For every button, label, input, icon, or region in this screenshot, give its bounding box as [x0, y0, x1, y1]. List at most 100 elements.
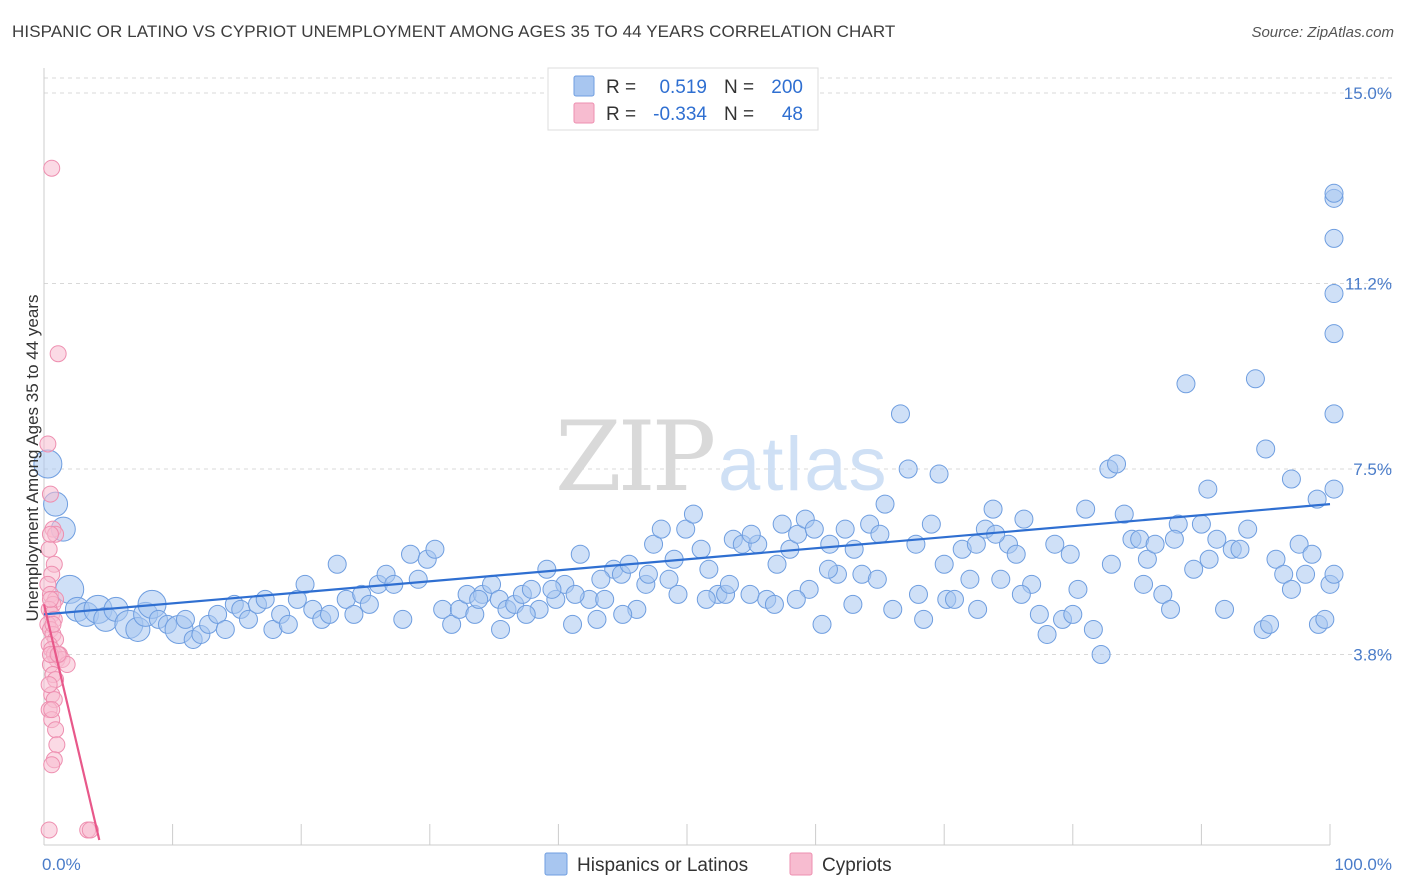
chart-title: HISPANIC OR LATINO VS CYPRIOT UNEMPLOYME… [12, 22, 896, 41]
data-point-hispanic [1045, 534, 1065, 554]
data-point-hispanic [1101, 554, 1121, 574]
data-point-hispanic [1324, 564, 1344, 584]
data-point-cypriot [47, 721, 65, 739]
data-point-hispanic [359, 594, 379, 614]
data-point-hispanic [767, 554, 787, 574]
data-point-hispanic [278, 614, 298, 634]
data-point-cypriot [43, 701, 61, 719]
data-point-hispanic [1153, 584, 1173, 604]
data-point-hispanic [401, 544, 421, 564]
data-point-hispanic [651, 519, 671, 539]
data-point-hispanic [1245, 369, 1265, 389]
data-point-hispanic [1107, 454, 1127, 474]
data-point-hispanic [295, 574, 315, 594]
data-point-hispanic [696, 589, 716, 609]
trend-line-hispanics [43, 503, 1331, 616]
data-point-cypriot [41, 525, 59, 543]
y-tick-label: 11.2% [1345, 275, 1392, 294]
data-point-hispanic [595, 589, 615, 609]
data-point-hispanic [238, 609, 258, 629]
data-point-hispanic [1324, 404, 1344, 424]
data-point-hispanic [1114, 504, 1134, 524]
data-point-hispanic [966, 534, 986, 554]
x-tick-label-max: 100.0% [1334, 855, 1392, 874]
series-hispanics [33, 183, 1344, 665]
data-point-hispanic [1037, 624, 1057, 644]
data-point-hispanic [699, 559, 719, 579]
data-point-cypriot [41, 485, 59, 503]
data-point-hispanic [442, 614, 462, 634]
data-point-cypriot [43, 159, 61, 177]
data-point-hispanic [804, 519, 824, 539]
data-point-hispanic [1238, 519, 1258, 539]
data-point-hispanic [491, 619, 511, 639]
data-point-hispanic [820, 534, 840, 554]
y-tick-label: 15.0% [1344, 84, 1392, 103]
data-point-hispanic [875, 494, 895, 514]
data-point-hispanic [914, 609, 934, 629]
data-point-hispanic [659, 569, 679, 589]
data-point-hispanic [960, 569, 980, 589]
data-point-hispanic [521, 579, 541, 599]
data-point-hispanic [613, 604, 633, 624]
data-point-hispanic [255, 589, 275, 609]
data-point-hispanic [1324, 228, 1344, 248]
data-point-hispanic [1176, 374, 1196, 394]
data-point-hispanic [1134, 574, 1154, 594]
data-point-hispanic [870, 524, 890, 544]
trend-lines [42, 503, 1331, 841]
data-point-hispanic [691, 539, 711, 559]
data-point-hispanic [1014, 509, 1034, 529]
data-point-cypriot [49, 345, 67, 363]
data-point-hispanic [644, 534, 664, 554]
data-point-hispanic [565, 584, 585, 604]
data-point-hispanic [563, 614, 583, 634]
data-point-hispanic [1260, 614, 1280, 634]
data-point-hispanic [668, 584, 688, 604]
data-point-hispanic [934, 554, 954, 574]
data-point-hispanic [1191, 514, 1211, 534]
data-point-hispanic [393, 609, 413, 629]
bottom-legend-label-cypriots: Cypriots [822, 855, 892, 876]
data-point-hispanic [1063, 604, 1083, 624]
data-point-hispanic [215, 619, 235, 639]
legend-r-label-cypriots: R = [606, 104, 636, 125]
data-point-hispanic [344, 604, 364, 624]
data-point-hispanic [741, 524, 761, 544]
data-point-hispanic [208, 604, 228, 624]
data-point-hispanic [921, 514, 941, 534]
data-point-hispanic [1315, 609, 1335, 629]
data-point-hispanic [327, 554, 347, 574]
data-point-hispanic [591, 569, 611, 589]
data-point-hispanic [772, 514, 792, 534]
data-point-hispanic [1029, 604, 1049, 624]
data-point-hispanic [1198, 479, 1218, 499]
data-point-hispanic [516, 604, 536, 624]
data-point-hispanic [1161, 599, 1181, 619]
data-point-hispanic [906, 534, 926, 554]
data-point-hispanic [570, 544, 590, 564]
data-point-hispanic [968, 599, 988, 619]
data-point-hispanic [1060, 544, 1080, 564]
data-point-hispanic [799, 579, 819, 599]
y-axis-label: Unemployment Among Ages 35 to 44 years [23, 295, 42, 622]
data-point-hispanic [818, 559, 838, 579]
data-point-hispanic [175, 609, 195, 629]
bottom-legend-swatch-cypriots [789, 852, 813, 876]
data-point-hispanic [537, 559, 557, 579]
data-point-hispanic [469, 589, 489, 609]
data-point-hispanic [883, 599, 903, 619]
watermark-atlas: atlas [718, 422, 889, 507]
legend-n-value-hispanics: 200 [771, 77, 803, 98]
data-point-hispanic [1274, 564, 1294, 584]
data-point-hispanic [1145, 534, 1165, 554]
data-point-hispanic [764, 594, 784, 614]
legend-n-label-cypriots: N = [724, 104, 754, 125]
data-point-hispanic [1011, 584, 1031, 604]
legend-r-value-cypriots: -0.334 [653, 104, 707, 125]
data-point-hispanic [1091, 645, 1111, 665]
data-point-hispanic [1076, 499, 1096, 519]
data-point-hispanic [890, 404, 910, 424]
data-point-cypriot [81, 821, 99, 839]
